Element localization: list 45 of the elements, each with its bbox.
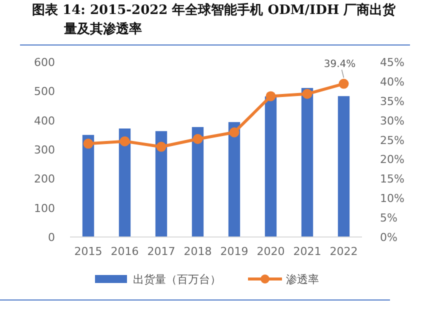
y2-tick-label: 15% — [380, 172, 404, 186]
y2-tick-label: 0% — [380, 231, 398, 244]
y2-tick-label: 5% — [380, 212, 398, 225]
y-tick-label: 0 — [48, 231, 55, 244]
x-tick-label: 2022 — [330, 245, 358, 258]
bar — [82, 134, 94, 237]
y-tick-label: 200 — [34, 172, 55, 186]
x-tick-label: 2016 — [110, 245, 139, 258]
bar — [228, 122, 240, 237]
y2-tick-label: 10% — [380, 192, 404, 206]
y2-tick-label: 35% — [380, 94, 404, 108]
y2-tick-label: 30% — [380, 114, 404, 128]
x-tick-label: 2015 — [74, 245, 102, 258]
point — [266, 91, 276, 102]
y-tick-label: 500 — [34, 85, 55, 98]
point — [83, 138, 94, 149]
x-tick-label: 2019 — [220, 245, 248, 258]
y-tick-label: 600 — [34, 56, 55, 69]
point — [156, 142, 166, 152]
point — [120, 136, 130, 146]
y-tick-label: 300 — [34, 144, 55, 156]
point — [192, 134, 203, 144]
x-tick-label: 2017 — [147, 245, 176, 258]
y2-tick-label: 25% — [380, 134, 404, 147]
data-label: 39.4% — [324, 58, 356, 70]
x-tick-label: 2018 — [184, 245, 212, 258]
x-tick-label: 2020 — [256, 245, 285, 258]
bar — [264, 96, 277, 237]
legend-label: 渗透率 — [286, 273, 319, 286]
x-tick-label: 2021 — [293, 245, 322, 258]
bar — [118, 128, 131, 237]
y2-tick-label: 20% — [380, 153, 404, 166]
bar — [301, 88, 314, 237]
point — [302, 88, 312, 99]
y2-tick-label: 45% — [380, 56, 404, 69]
point — [229, 127, 240, 138]
chart-title: 图表 14: 2015-2022 年全球智能手机 ODM/IDH 厂商出货量及其渗透率 — [32, 2, 397, 37]
bar — [338, 96, 350, 237]
y-tick-label: 400 — [34, 114, 55, 128]
point — [338, 78, 349, 89]
y-tick-label: 100 — [34, 202, 55, 215]
bar — [155, 131, 168, 237]
y2-tick-label: 40% — [380, 75, 404, 88]
bar — [192, 127, 204, 237]
legend-label: 出货量（百万台） — [133, 273, 221, 286]
